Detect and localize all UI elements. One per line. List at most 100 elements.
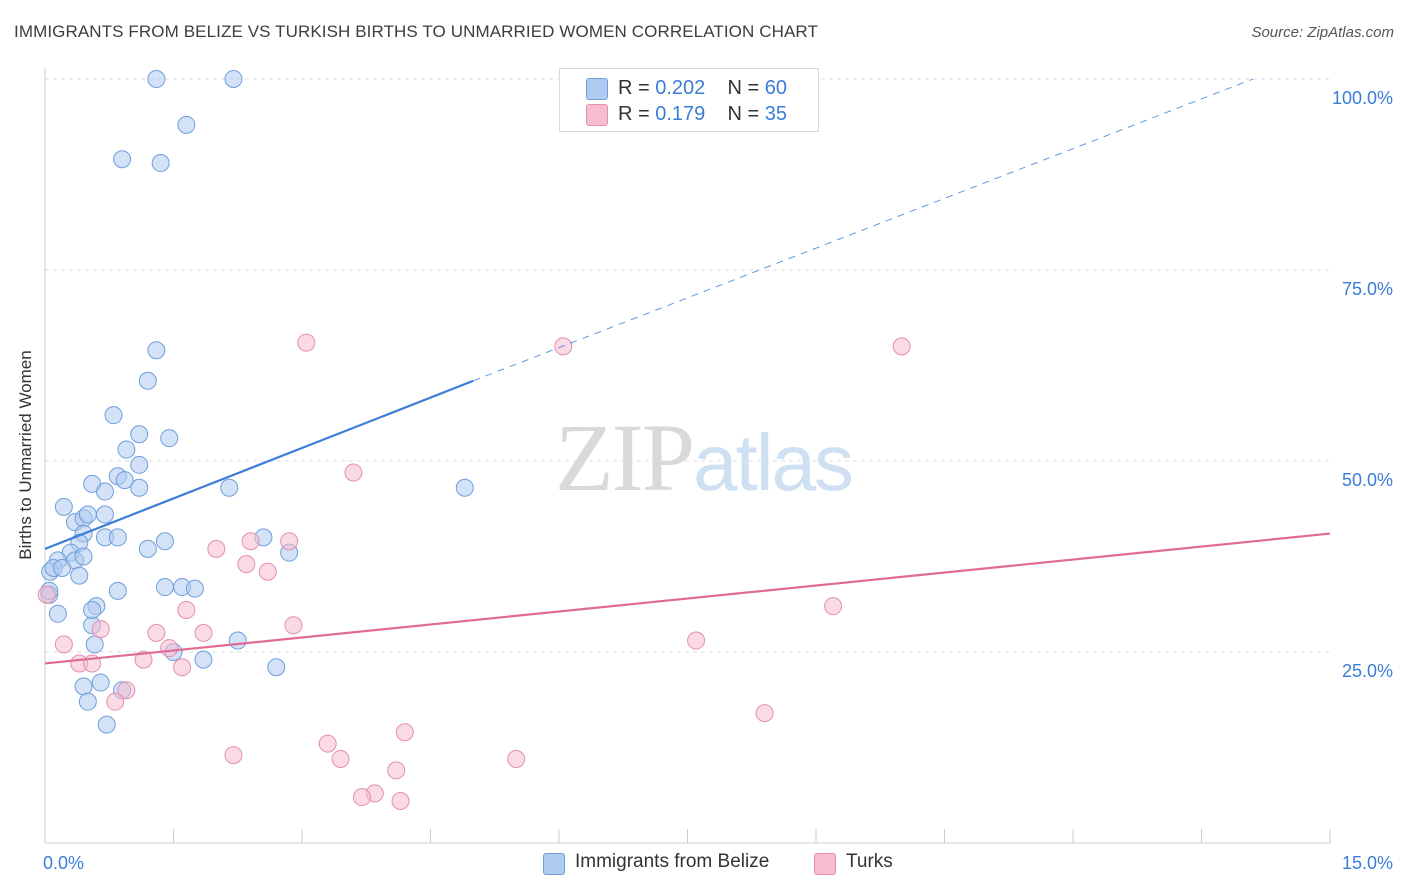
watermark-zip: ZIP: [555, 404, 695, 511]
turks-point: [241, 532, 260, 551]
legend-belize-label: Immigrants from Belize: [575, 851, 770, 872]
turks-r-label: R =: [618, 103, 650, 125]
chart-source: Source: ZipAtlas.com: [1251, 24, 1394, 41]
belize-point: [95, 482, 114, 501]
turks-point: [687, 631, 706, 650]
belize-point: [138, 539, 157, 558]
belize-trend-line: [44, 379, 474, 550]
turks-point: [507, 749, 526, 768]
belize-point: [74, 547, 93, 566]
belize-point: [108, 528, 127, 547]
turks-point: [54, 635, 73, 654]
y-tick-label: 50.0%: [1342, 470, 1393, 490]
belize-point: [160, 429, 179, 448]
turks-point: [147, 623, 166, 642]
belize-trend-extension: [473, 78, 1254, 382]
turks-point: [134, 650, 153, 669]
belize-point: [194, 650, 213, 669]
belize-swatch: [586, 78, 608, 100]
turks-point: [395, 723, 414, 742]
belize-point: [91, 673, 110, 692]
turks-point: [194, 623, 213, 642]
stats-turks-text: R = 0.179 N = 35: [618, 103, 787, 126]
legend-turks-swatch: [814, 853, 836, 875]
belize-point: [115, 471, 134, 490]
belize-point: [48, 604, 67, 623]
turks-point: [352, 788, 371, 807]
turks-point: [258, 562, 277, 581]
turks-point: [331, 749, 350, 768]
belize-point: [267, 658, 286, 677]
belize-point: [117, 440, 136, 459]
turks-point: [297, 333, 316, 352]
turks-n-value: 35: [764, 103, 788, 125]
y-axis-label: Births to Unmarried Women: [16, 350, 35, 560]
turks-n-label: N =: [727, 103, 760, 125]
turks-point: [37, 585, 56, 604]
belize-r-label: R =: [618, 77, 650, 99]
stats-belize-text: R = 0.202 N = 60: [618, 77, 787, 100]
belize-point: [104, 406, 123, 425]
belize-point: [85, 635, 104, 654]
belize-point: [113, 150, 132, 169]
legend-belize-swatch: [543, 853, 565, 875]
belize-point: [70, 566, 89, 585]
belize-point: [147, 341, 166, 360]
turks-point: [892, 337, 911, 356]
belize-point: [130, 478, 149, 497]
y-tick-label: 75.0%: [1342, 279, 1393, 299]
x-tick-label-min: 0.0%: [43, 853, 84, 873]
belize-point: [228, 631, 247, 650]
y-tick-label: 25.0%: [1342, 661, 1393, 681]
turks-point: [824, 597, 843, 616]
y-tick-label: 100.0%: [1332, 88, 1393, 108]
belize-point: [83, 600, 102, 619]
belize-point: [53, 558, 72, 577]
chart-title: IMMIGRANTS FROM BELIZE VS TURKISH BIRTHS…: [14, 22, 818, 41]
watermark: ZIPatlas: [555, 402, 854, 513]
turks-point: [280, 532, 299, 551]
belize-point: [130, 455, 149, 474]
turks-point: [344, 463, 363, 482]
x-tick-label-max: 15.0%: [1342, 853, 1393, 873]
watermark-atlas: atlas: [693, 418, 854, 507]
turks-point: [91, 620, 110, 639]
turks-trend-line: [44, 532, 1331, 665]
turks-point: [173, 658, 192, 677]
belize-point: [97, 715, 116, 734]
belize-point: [151, 154, 170, 173]
belize-point: [95, 505, 114, 524]
turks-point: [318, 734, 337, 753]
turks-point: [106, 692, 125, 711]
turks-swatch: [586, 104, 608, 126]
belize-point: [78, 692, 97, 711]
belize-point: [155, 532, 174, 551]
turks-r-value: 0.179: [655, 103, 706, 125]
belize-point: [74, 677, 93, 696]
belize-point: [54, 497, 73, 516]
stats-legend: R = 0.202 N = 60 R = 0.179 N = 35: [559, 68, 819, 132]
turks-point: [284, 616, 303, 635]
turks-point: [387, 761, 406, 780]
belize-point: [147, 70, 166, 88]
belize-n-label: N =: [727, 77, 760, 99]
belize-point: [224, 70, 243, 88]
turks-point: [177, 600, 196, 619]
turks-point: [237, 555, 256, 574]
legend-turks-label: Turks: [846, 851, 893, 872]
belize-point: [455, 478, 474, 497]
turks-point: [755, 704, 774, 723]
turks-point: [207, 539, 226, 558]
belize-point: [78, 505, 97, 524]
belize-point: [155, 578, 174, 597]
turks-point: [117, 681, 136, 700]
belize-point: [138, 371, 157, 390]
turks-point: [391, 791, 410, 810]
belize-n-value: 60: [764, 77, 788, 99]
turks-point: [224, 746, 243, 765]
belize-point: [108, 581, 127, 600]
belize-point: [177, 115, 196, 134]
belize-point: [220, 478, 239, 497]
turks-point: [160, 639, 179, 658]
